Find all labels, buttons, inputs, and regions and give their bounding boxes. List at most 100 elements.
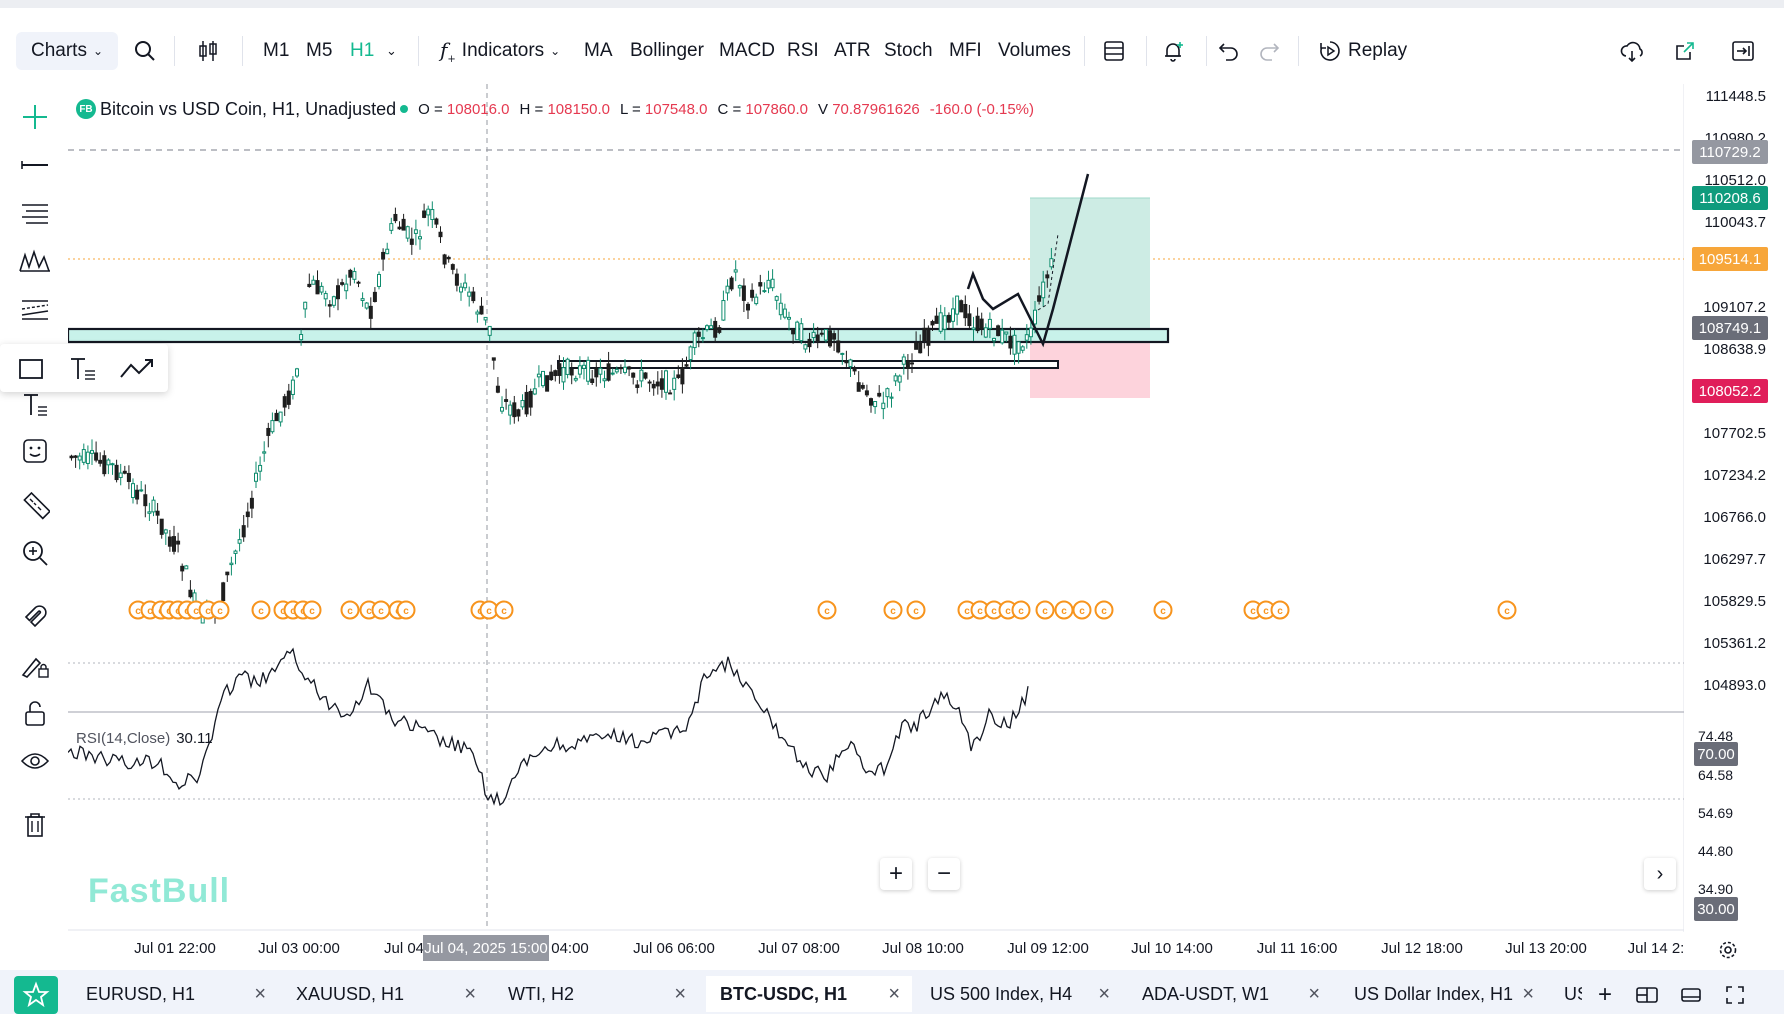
close-icon[interactable]: × bbox=[674, 982, 686, 1005]
popout-icon[interactable] bbox=[1670, 36, 1700, 66]
trash-icon[interactable] bbox=[18, 808, 52, 842]
time-label-text: Jul 12 18:00 bbox=[1381, 940, 1463, 957]
columns-icon[interactable] bbox=[1632, 980, 1662, 1010]
text-note-icon[interactable] bbox=[68, 354, 98, 384]
fib-icon[interactable] bbox=[18, 196, 52, 230]
replay-button[interactable]: Replay bbox=[1318, 18, 1407, 84]
indicator-stoch-button[interactable]: Stoch bbox=[884, 18, 933, 84]
indicator-rsi-button[interactable]: RSI bbox=[787, 18, 819, 84]
undo-icon[interactable] bbox=[1214, 36, 1244, 66]
layout-icon[interactable] bbox=[1100, 36, 1128, 66]
ohlc-label: V bbox=[818, 100, 829, 118]
alert-icon[interactable] bbox=[1158, 36, 1188, 66]
indicator-bollinger-button[interactable]: Bollinger bbox=[630, 18, 704, 84]
unlock-icon[interactable] bbox=[18, 696, 52, 730]
timeframe-label: H1 bbox=[350, 40, 375, 61]
indicator-atr-button[interactable]: ATR bbox=[834, 18, 871, 84]
exit-icon[interactable] bbox=[1728, 36, 1758, 66]
settings-icon[interactable] bbox=[1714, 936, 1742, 964]
tab-eurusd[interactable]: EURUSD, H1 × bbox=[76, 976, 266, 1012]
redo-icon[interactable] bbox=[1254, 36, 1284, 66]
zoom-icon[interactable] bbox=[18, 536, 52, 570]
timeframe-m1[interactable]: M1 bbox=[263, 18, 289, 84]
channel-icon[interactable] bbox=[18, 292, 52, 326]
event-marker-glyph: c bbox=[217, 606, 223, 617]
tab-ada-usdt[interactable]: ADA-USDT, W1 × bbox=[1130, 976, 1320, 1012]
charts-menu-button[interactable]: Charts ⌄ bbox=[16, 32, 118, 70]
symbol-badge-text: FB bbox=[79, 103, 93, 115]
tab-us-dollar-index[interactable]: US Dollar Index, H1 × bbox=[1340, 976, 1534, 1012]
trend-icon[interactable] bbox=[118, 354, 156, 384]
close-icon[interactable]: × bbox=[888, 982, 900, 1005]
indicator-volumes-button[interactable]: Volumes bbox=[998, 18, 1071, 84]
price-label-entry: 108749.1 bbox=[1692, 316, 1768, 340]
candle-body bbox=[311, 279, 316, 285]
close-icon[interactable]: × bbox=[1098, 982, 1110, 1005]
candle-body bbox=[987, 318, 992, 329]
zoom-in-button[interactable]: + bbox=[880, 858, 912, 890]
candle-body bbox=[684, 364, 689, 367]
rect-icon[interactable] bbox=[16, 354, 46, 384]
close-icon[interactable]: × bbox=[1522, 982, 1534, 1005]
emoji-icon[interactable] bbox=[18, 434, 52, 468]
candle-body bbox=[1033, 309, 1037, 325]
magnet-icon[interactable] bbox=[18, 600, 52, 634]
timeframe-h1[interactable]: H1 bbox=[350, 18, 374, 84]
window-icon[interactable] bbox=[1676, 980, 1706, 1010]
timeframe-m5[interactable]: M5 bbox=[306, 18, 332, 84]
text-icon[interactable] bbox=[18, 388, 52, 422]
ruler-icon[interactable] bbox=[18, 488, 52, 522]
tab-btc-usdc[interactable]: BTC-USDC, H1 × bbox=[706, 976, 912, 1012]
event-marker bbox=[1153, 600, 1173, 620]
candle-body bbox=[413, 229, 418, 234]
symbol-title[interactable]: Bitcoin vs USD Coin, H1, Unadjusted bbox=[100, 98, 397, 119]
timeframe-dropdown[interactable]: ⌄ bbox=[386, 18, 397, 84]
close-icon[interactable]: × bbox=[254, 982, 266, 1005]
tab-wti[interactable]: WTI, H2 × bbox=[496, 976, 686, 1012]
plus-icon[interactable]: + bbox=[1597, 981, 1612, 1008]
candle-body bbox=[606, 363, 611, 381]
eye-icon[interactable] bbox=[18, 744, 52, 778]
rsi-lower-band-label: 30.00 bbox=[1694, 897, 1738, 921]
price-scale-label: 105829.5 bbox=[1703, 593, 1766, 611]
candle-body bbox=[528, 390, 533, 408]
close-icon[interactable]: × bbox=[1308, 982, 1320, 1005]
line-icon[interactable] bbox=[18, 148, 52, 182]
ohlc-label: H = bbox=[519, 100, 544, 118]
time-label-text: Jul 09 12:00 bbox=[1007, 940, 1089, 957]
candle-body bbox=[401, 218, 406, 231]
candle-body bbox=[643, 372, 648, 379]
search-icon[interactable] bbox=[130, 36, 160, 66]
lock-draw-icon[interactable] bbox=[18, 648, 52, 682]
tab-xauusd[interactable]: XAUUSD, H1 × bbox=[286, 976, 476, 1012]
candle-body bbox=[290, 379, 295, 395]
cloud-icon[interactable] bbox=[1616, 36, 1648, 66]
fullscreen-icon[interactable] bbox=[1720, 980, 1750, 1010]
indicators-button[interactable]: f+ Indicators ⌄ bbox=[440, 18, 560, 84]
candle-body bbox=[922, 327, 927, 342]
price-scale[interactable]: 111448.5110980.2110512.0110043.7109575.5… bbox=[1686, 84, 1784, 964]
zoom-out-button[interactable]: − bbox=[928, 858, 960, 890]
candle-type-icon[interactable] bbox=[194, 36, 222, 66]
scroll-right-button[interactable]: › bbox=[1644, 858, 1676, 890]
crosshair-icon[interactable] bbox=[18, 100, 52, 134]
price-scale-label: 108638.9 bbox=[1703, 340, 1766, 358]
tab-us500[interactable]: US 500 Index, H4 × bbox=[920, 976, 1110, 1012]
event-marker-glyph: c bbox=[1504, 606, 1510, 617]
rsi-legend[interactable]: RSI(14,Close) 30.11 bbox=[76, 730, 213, 747]
tab-us-partial[interactable]: US bbox=[1552, 976, 1582, 1012]
price-chart[interactable]: ccccccccccccccccccccccccccccccccccccccc bbox=[68, 84, 1684, 964]
star-icon[interactable] bbox=[14, 976, 58, 1014]
pattern-icon[interactable] bbox=[18, 244, 52, 278]
event-marker-glyph: c bbox=[1263, 606, 1269, 617]
close-icon[interactable]: × bbox=[464, 982, 476, 1005]
candle-body bbox=[676, 374, 681, 378]
candle-body bbox=[639, 369, 644, 382]
indicator-ma-button[interactable]: MA bbox=[584, 18, 613, 84]
candle-body bbox=[582, 364, 586, 369]
indicator-macd-button[interactable]: MACD bbox=[719, 18, 775, 84]
candle-body bbox=[139, 489, 144, 492]
indicator-mfi-button[interactable]: MFI bbox=[949, 18, 982, 84]
rsi-scale-text: 54.69 bbox=[1698, 805, 1734, 821]
candle-body bbox=[1045, 274, 1050, 279]
